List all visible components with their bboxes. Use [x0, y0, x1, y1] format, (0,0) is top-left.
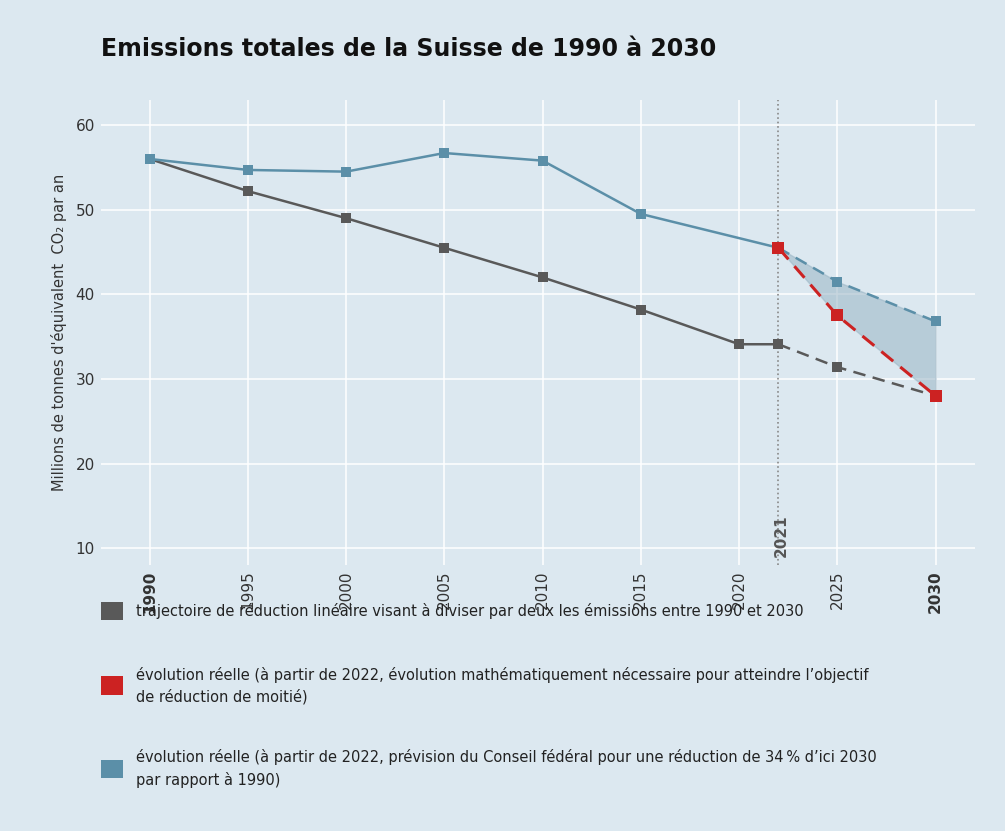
Text: Emissions totales de la Suisse de 1990 à 2030: Emissions totales de la Suisse de 1990 à… — [100, 37, 716, 61]
Y-axis label: Millions de tonnes d'équivalent  CO₂ par an: Millions de tonnes d'équivalent CO₂ par … — [51, 174, 67, 491]
Text: 2021: 2021 — [774, 514, 789, 557]
Text: trajectoire de réduction linéaire visant à diviser par deux les émissions entre : trajectoire de réduction linéaire visant… — [136, 602, 803, 619]
Text: évolution réelle (à partir de 2022, évolution mathématiquement nécessaire pour a: évolution réelle (à partir de 2022, évol… — [136, 666, 868, 705]
Text: évolution réelle (à partir de 2022, prévision du Conseil fédéral pour une réduct: évolution réelle (à partir de 2022, prév… — [136, 750, 876, 788]
